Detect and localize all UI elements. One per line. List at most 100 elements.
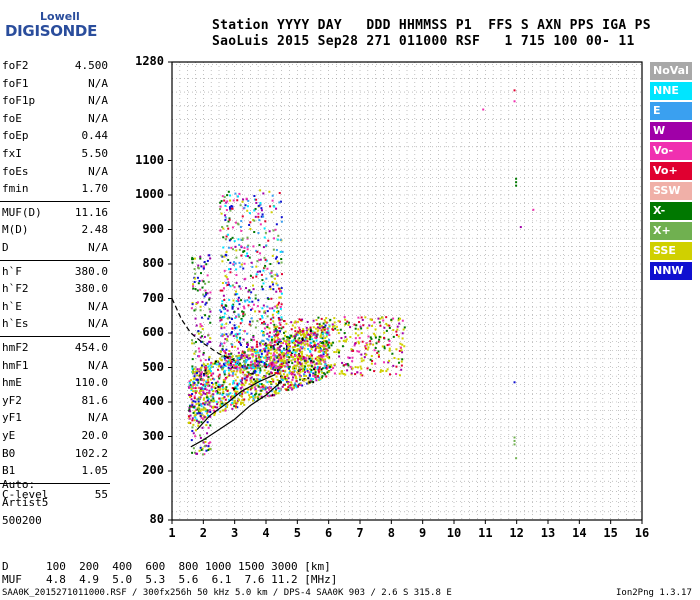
echo-point [214,360,217,363]
echo-point [299,368,302,371]
echo-point [277,392,280,395]
echo-point [390,318,393,321]
echo-point [240,254,243,257]
echo-point [532,208,535,211]
echo-point [199,403,202,406]
echo-point [312,326,315,329]
echo-point [225,338,228,341]
echo-point [354,366,357,369]
echo-point [299,346,302,349]
echo-point [519,226,522,229]
echo-point [230,367,233,370]
echo-point [388,343,391,346]
echo-point [231,387,234,390]
echo-point [314,373,317,376]
echo-point [199,272,202,275]
echo-point [208,392,211,395]
echo-point [241,392,244,395]
echo-point [286,354,289,357]
echo-point [239,322,242,325]
echo-point [202,387,205,390]
param-row: fxI 5.50 [2,146,108,162]
echo-point [249,373,252,376]
echo-point [308,344,311,347]
echo-point [285,362,288,365]
param-key: hmE [2,376,22,390]
echo-point [206,363,209,366]
echo-point [324,351,327,354]
echo-point [273,334,276,337]
echo-point [191,303,194,306]
echo-point [243,351,246,354]
echo-point [298,332,301,335]
x-tick-label: 1 [168,526,176,540]
echo-point [191,426,194,429]
echo-point [259,202,262,205]
echo-point [248,373,251,376]
echo-point [240,344,243,347]
echo-point [310,359,313,362]
echo-point [222,333,225,336]
echo-point [209,337,212,340]
echo-point [225,281,228,284]
echo-point [221,195,224,198]
echo-point [227,361,230,364]
echo-point [236,293,239,296]
echo-point [220,401,223,404]
echo-point [293,345,296,348]
echo-point [230,246,233,249]
echo-point [302,335,305,338]
echo-point [278,301,281,304]
param-row: foF1p N/A [2,93,108,109]
echo-point [197,408,200,411]
echo-point [229,238,232,241]
echo-point [252,378,255,381]
echo-point [234,392,237,395]
echo-point [202,374,205,377]
echo-point [321,359,324,362]
echo-point [349,336,352,339]
echo-point [206,342,209,345]
echo-point [345,338,348,341]
echo-point [244,354,247,357]
echo-point [275,325,278,328]
echo-point [278,296,281,299]
echo-point [288,367,291,370]
echo-point [202,415,205,418]
echo-point [326,371,329,374]
echo-point [341,361,344,364]
echo-point [315,327,318,330]
echo-point [249,361,252,364]
echo-point [321,345,324,348]
echo-point [229,285,232,288]
echo-point [224,274,227,277]
echo-point [398,374,401,377]
logo-line2: DIGISONDE [5,22,98,40]
echo-point [343,364,346,367]
echo-point [236,382,239,385]
echo-point [260,209,263,212]
echo-point [306,340,309,343]
echo-point [205,374,208,377]
echo-point [330,344,333,347]
echo-point [329,365,332,368]
echo-point [226,339,229,342]
echo-point [236,388,239,391]
echo-point [243,384,246,387]
echo-point [241,401,244,404]
echo-point [482,108,485,111]
echo-point [236,347,239,350]
echo-point [314,343,317,346]
echo-point [285,335,288,338]
echo-point [194,257,197,260]
echo-point [227,369,230,372]
param-key: hmF1 [2,358,29,372]
echo-point [236,367,239,370]
echo-point [317,367,320,370]
echo-point [325,344,328,347]
echo-point [238,285,241,288]
echo-point [353,323,356,326]
echo-point [247,199,250,202]
echo-point [236,199,239,202]
echo-point [193,377,196,380]
